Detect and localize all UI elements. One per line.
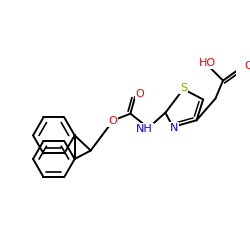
Text: O: O <box>136 89 144 99</box>
Text: O: O <box>108 116 117 126</box>
Text: N: N <box>170 123 178 133</box>
Text: HO: HO <box>198 58 216 68</box>
Text: S: S <box>180 83 187 93</box>
Text: NH: NH <box>136 124 153 134</box>
Text: O: O <box>244 62 250 72</box>
